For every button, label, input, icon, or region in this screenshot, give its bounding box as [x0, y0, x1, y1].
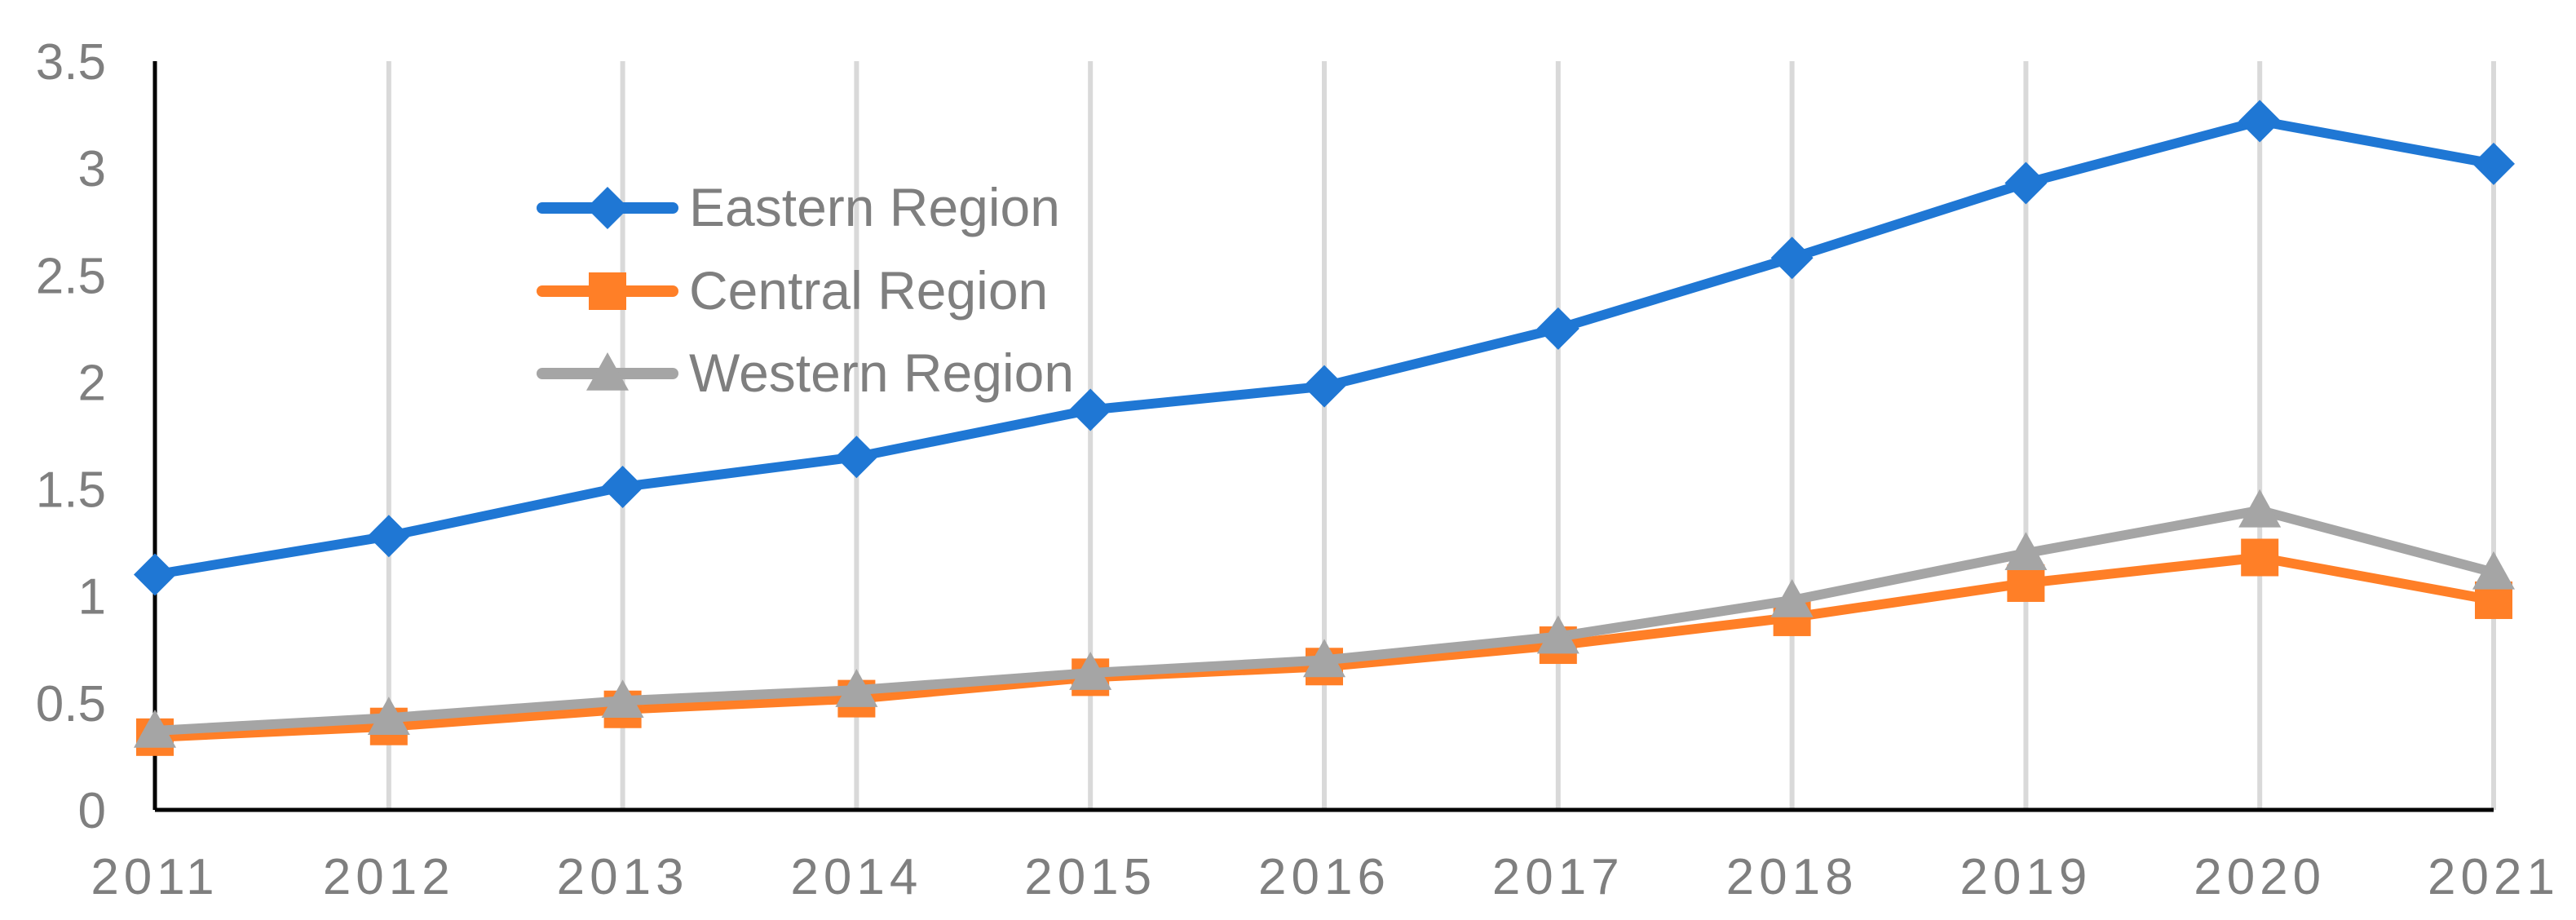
data-point-western-region-2017	[1536, 615, 1580, 654]
x-tick-label-2017: 2017	[1492, 849, 1624, 905]
data-point-eastern-region-2021	[2472, 142, 2515, 185]
x-tick-label-2014: 2014	[790, 849, 922, 905]
data-point-eastern-region-2017	[1536, 307, 1580, 350]
legend-item-eastern-region: Eastern Region	[537, 177, 1060, 237]
legend-marker-eastern-region	[586, 187, 629, 229]
legend-item-central-region: Central Region	[537, 260, 1048, 321]
x-tick-label-2011: 2011	[91, 849, 219, 905]
x-tick-label-2016: 2016	[1258, 849, 1390, 905]
data-point-eastern-region-2013	[601, 465, 644, 508]
data-point-eastern-region-2015	[1069, 388, 1112, 431]
data-point-eastern-region-2016	[1303, 365, 1345, 408]
data-point-western-region-2018	[1770, 578, 1814, 617]
axes	[152, 61, 2494, 812]
legend-label-western-region: Western Region	[689, 343, 1074, 403]
x-axis-tick-labels: 2011 2012 2013 2014 2015 2016 2017 2018 2019 2020…	[91, 849, 2560, 905]
x-tick-label-2021: 2021	[2428, 849, 2560, 905]
data-point-central-region-2019	[2007, 564, 2045, 602]
series-eastern-region	[134, 100, 2515, 596]
y-axis-tick-labels: 0 0.5 1 1.5 2 2.5 3 3.5	[36, 34, 106, 839]
y-tick-label-0: 0	[78, 783, 106, 839]
data-point-eastern-region-2019	[2004, 161, 2048, 205]
vertical-gridlines	[386, 61, 2496, 810]
legend-label-central-region: Central Region	[689, 260, 1048, 321]
data-point-western-region-2015	[1069, 652, 1112, 690]
data-point-eastern-region-2014	[835, 436, 878, 479]
y-tick-label-1-5: 1.5	[36, 462, 106, 519]
x-tick-label-2020: 2020	[2194, 849, 2326, 905]
data-point-western-region-2011	[134, 709, 176, 748]
legend-item-western-region: Western Region	[537, 343, 1074, 403]
data-point-eastern-region-2012	[367, 515, 410, 558]
legend-marker-central-region	[589, 272, 626, 310]
data-point-western-region-2020	[2238, 489, 2282, 528]
x-tick-label-2019: 2019	[1960, 849, 2092, 905]
y-tick-label-0-5: 0.5	[36, 676, 106, 732]
data-point-eastern-region-2011	[134, 553, 176, 596]
x-tick-label-2015: 2015	[1024, 849, 1156, 905]
x-tick-label-2012: 2012	[323, 849, 455, 905]
legend-label-eastern-region: Eastern Region	[689, 177, 1060, 237]
y-tick-label-3-5: 3.5	[36, 34, 106, 91]
data-point-western-region-2016	[1303, 639, 1345, 678]
data-point-western-region-2012	[367, 697, 410, 736]
data-point-eastern-region-2018	[1770, 237, 1814, 280]
legend: Eastern Region Central Region Western Regi…	[537, 177, 1074, 403]
data-point-western-region-2021	[2472, 551, 2515, 590]
x-tick-label-2013: 2013	[557, 849, 689, 905]
y-tick-label-3: 3	[78, 141, 106, 197]
data-point-western-region-2013	[601, 679, 644, 719]
y-tick-label-1: 1	[78, 569, 106, 626]
data-point-western-region-2019	[2004, 532, 2048, 571]
data-point-eastern-region-2020	[2238, 100, 2282, 143]
series-western-region	[134, 489, 2515, 748]
y-tick-label-2: 2	[78, 355, 106, 411]
data-point-central-region-2020	[2241, 538, 2279, 577]
data-point-western-region-2014	[835, 669, 878, 707]
y-tick-label-2-5: 2.5	[36, 248, 106, 304]
series-lines	[134, 100, 2515, 756]
x-tick-label-2018: 2018	[1726, 849, 1858, 905]
legend-marker-western-region	[586, 352, 629, 391]
